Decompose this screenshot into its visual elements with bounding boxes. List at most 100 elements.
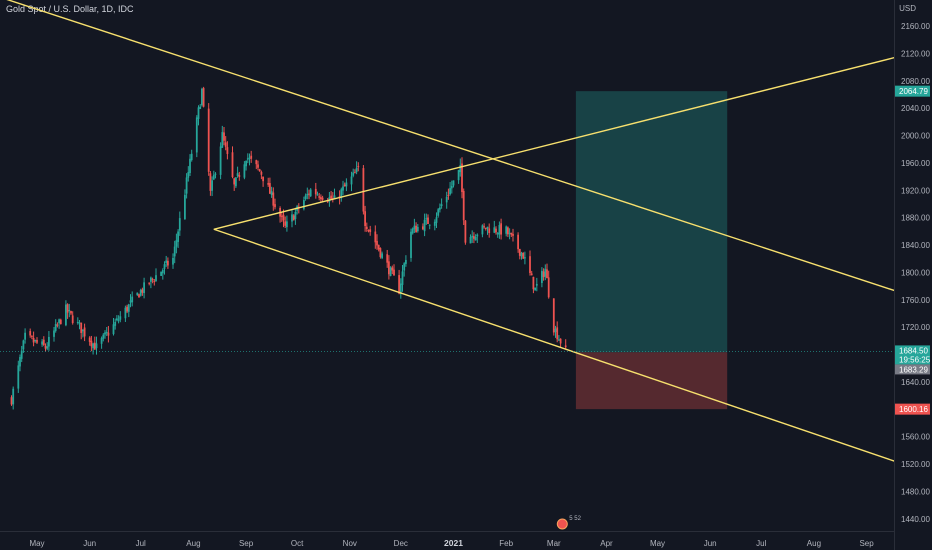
candle[interactable]: [201, 87, 203, 107]
candle[interactable]: [556, 321, 559, 343]
candle[interactable]: [377, 244, 380, 252]
candle[interactable]: [398, 269, 400, 295]
candle[interactable]: [401, 265, 404, 292]
candle[interactable]: [354, 169, 356, 174]
candle[interactable]: [532, 276, 535, 294]
candle[interactable]: [462, 188, 465, 225]
candle[interactable]: [53, 327, 55, 342]
candle[interactable]: [185, 173, 188, 199]
candle[interactable]: [386, 249, 389, 268]
candle[interactable]: [139, 288, 142, 297]
candle[interactable]: [447, 188, 450, 200]
candle[interactable]: [282, 209, 285, 228]
candle[interactable]: [362, 165, 365, 215]
candle[interactable]: [58, 318, 60, 329]
candle[interactable]: [484, 227, 487, 231]
candle[interactable]: [389, 266, 392, 277]
candle[interactable]: [410, 228, 412, 262]
candle[interactable]: [235, 176, 237, 189]
candle[interactable]: [209, 171, 212, 196]
candle[interactable]: [41, 338, 43, 347]
candle[interactable]: [214, 172, 217, 179]
trendline[interactable]: [0, 0, 932, 303]
candle[interactable]: [104, 330, 106, 339]
candle[interactable]: [427, 214, 429, 225]
candle[interactable]: [224, 136, 227, 151]
candle[interactable]: [95, 336, 98, 355]
candle[interactable]: [189, 154, 191, 176]
candle[interactable]: [221, 125, 224, 148]
candle[interactable]: [102, 333, 105, 342]
candle[interactable]: [445, 191, 448, 209]
candle[interactable]: [512, 228, 514, 242]
candle[interactable]: [534, 287, 536, 291]
candle[interactable]: [20, 345, 23, 363]
target-zone[interactable]: [575, 91, 728, 353]
candle[interactable]: [461, 157, 463, 199]
candle[interactable]: [542, 268, 545, 281]
candle[interactable]: [379, 247, 382, 259]
candle[interactable]: [449, 182, 451, 196]
candle[interactable]: [267, 177, 270, 187]
candle[interactable]: [558, 335, 560, 342]
candle[interactable]: [114, 318, 117, 330]
candle[interactable]: [496, 232, 499, 238]
candle[interactable]: [473, 232, 475, 244]
candle[interactable]: [391, 265, 394, 275]
candle[interactable]: [46, 342, 49, 351]
candle[interactable]: [68, 303, 71, 318]
candle[interactable]: [350, 171, 353, 192]
candle[interactable]: [54, 319, 57, 333]
candle[interactable]: [292, 214, 295, 221]
candle[interactable]: [211, 176, 213, 197]
candle[interactable]: [381, 251, 383, 260]
candle[interactable]: [500, 218, 502, 240]
candle[interactable]: [257, 160, 259, 171]
candle[interactable]: [199, 104, 202, 110]
candle[interactable]: [161, 268, 164, 280]
candle[interactable]: [546, 263, 548, 279]
candle[interactable]: [238, 171, 241, 181]
candle[interactable]: [262, 176, 264, 187]
candle[interactable]: [403, 262, 406, 277]
time-axis[interactable]: May Jun Jul Aug Sep Oct Nov Dec 2021 Feb Mar Apr May…: [0, 531, 894, 549]
candle[interactable]: [333, 188, 336, 200]
candle[interactable]: [76, 317, 79, 325]
candle[interactable]: [286, 215, 288, 232]
candle[interactable]: [541, 267, 543, 288]
candle[interactable]: [423, 213, 426, 237]
candle[interactable]: [393, 264, 395, 276]
candle[interactable]: [66, 303, 69, 319]
candle[interactable]: [143, 277, 145, 299]
candle[interactable]: [223, 127, 225, 146]
candle[interactable]: [173, 240, 176, 264]
candle[interactable]: [469, 234, 472, 244]
candle[interactable]: [245, 160, 247, 171]
candle[interactable]: [260, 170, 263, 180]
candle[interactable]: [177, 229, 179, 248]
candle[interactable]: [508, 228, 511, 240]
candle[interactable]: [163, 261, 166, 275]
candle[interactable]: [369, 225, 372, 236]
candle[interactable]: [471, 230, 474, 243]
candle[interactable]: [59, 318, 62, 325]
candle[interactable]: [255, 159, 258, 170]
candle[interactable]: [318, 192, 321, 201]
candle[interactable]: [160, 271, 162, 276]
candle[interactable]: [34, 339, 37, 343]
candle[interactable]: [184, 189, 186, 220]
chart-pane[interactable]: 5 52: [0, 0, 932, 530]
candle[interactable]: [167, 257, 169, 269]
candle[interactable]: [172, 253, 174, 269]
candle[interactable]: [129, 294, 132, 308]
candle[interactable]: [236, 166, 239, 178]
candle[interactable]: [495, 226, 497, 235]
candle[interactable]: [124, 305, 127, 322]
candle[interactable]: [274, 198, 276, 210]
candle[interactable]: [80, 322, 83, 340]
candle[interactable]: [422, 223, 424, 231]
candle[interactable]: [554, 325, 557, 338]
candle[interactable]: [117, 315, 120, 324]
candle[interactable]: [535, 277, 538, 292]
candle[interactable]: [219, 142, 222, 180]
